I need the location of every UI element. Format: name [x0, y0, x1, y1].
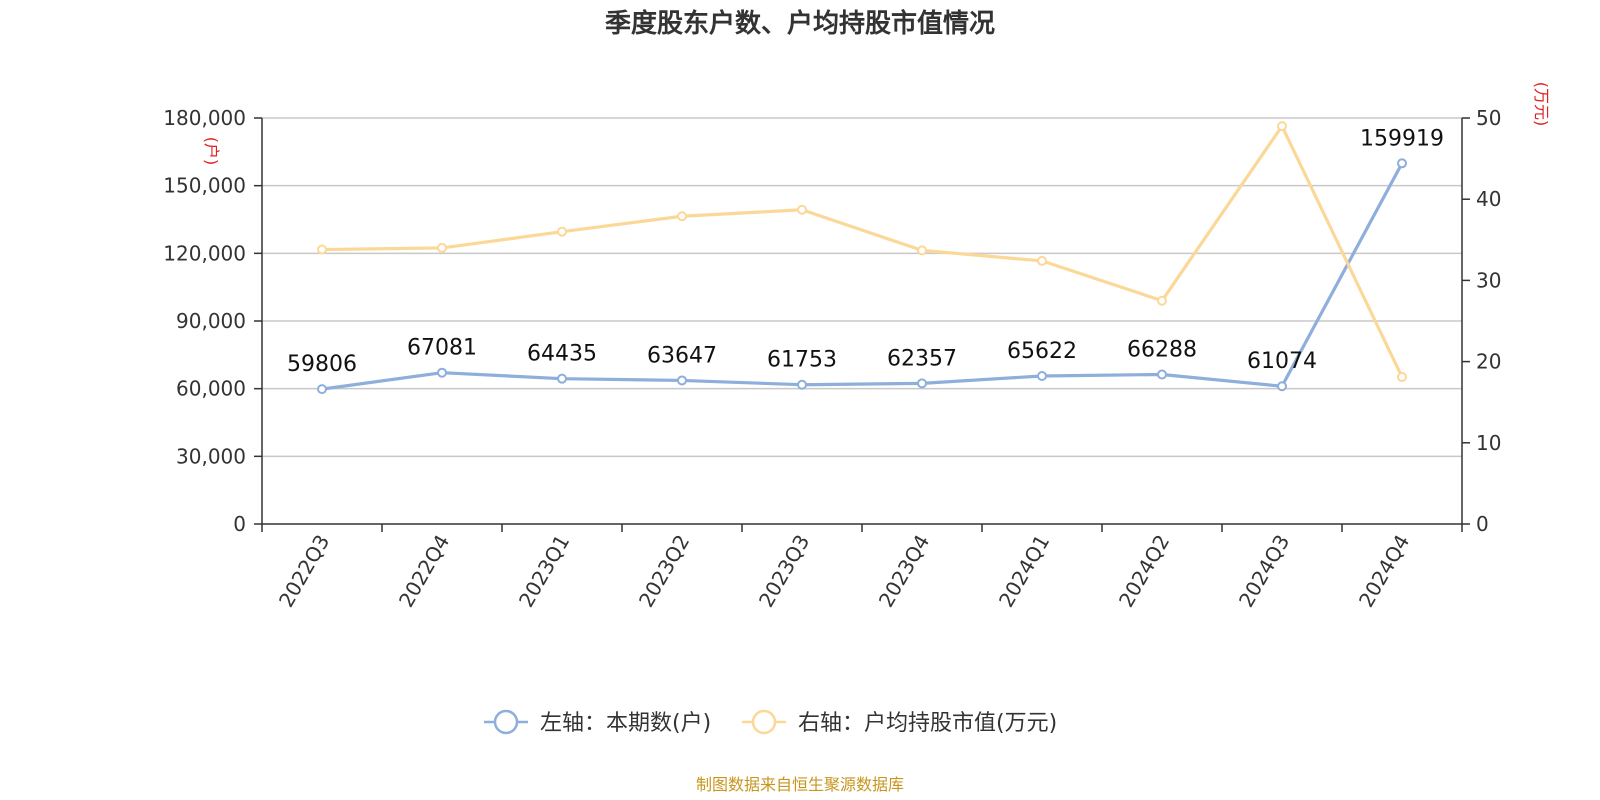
series-2-point	[317, 244, 327, 255]
x-axis-tick-label: 2024Q4	[1354, 531, 1414, 612]
left-axis-tick-label: 0	[233, 512, 246, 536]
data-label: 67081	[407, 336, 477, 361]
series-1-point	[557, 373, 567, 384]
chart-title: 季度股东户数、户均持股市值情况	[605, 8, 995, 39]
right-axis-tick-label: 40	[1476, 187, 1501, 211]
series-2-point	[917, 245, 927, 256]
series-1-point	[1037, 370, 1047, 381]
data-label: 59806	[287, 352, 357, 377]
gridlines	[262, 117, 1462, 458]
x-axis-tick-label: 2023Q4	[874, 531, 934, 612]
left-axis-unit: (户)	[202, 137, 221, 166]
right-axis-tick-label: 50	[1476, 106, 1501, 130]
legend-label: 右轴：户均持股市值(万元)	[798, 711, 1057, 736]
legend[interactable]: 左轴：本期数(户) 右轴：户均持股市值(万元)	[484, 709, 1057, 736]
x-axis-tick-label: 2022Q3	[274, 531, 334, 612]
axes	[254, 117, 1470, 532]
series-1-point	[1157, 369, 1167, 380]
x-axis-tick-label: 2024Q3	[1234, 531, 1294, 612]
series-line-1	[321, 162, 1404, 391]
right-axis-tick-label: 20	[1476, 350, 1501, 374]
data-label: 64435	[527, 342, 597, 367]
data-label: 65622	[1007, 339, 1077, 364]
series-2-point	[557, 226, 567, 237]
series-1-point	[437, 367, 447, 378]
x-axis-tick-label: 2023Q3	[754, 531, 814, 612]
left-axis-tick-label: 180,000	[163, 106, 246, 130]
x-axis-tick-label: 2022Q4	[394, 531, 454, 612]
left-axis-tick-label: 150,000	[163, 174, 246, 198]
series-1-point	[917, 378, 927, 389]
series-2-point	[437, 242, 447, 253]
series-1-point	[677, 375, 687, 386]
series-2-point	[1277, 121, 1287, 132]
legend-marker	[751, 709, 777, 735]
series-1-point	[317, 384, 327, 395]
left-axis-tick-label: 30,000	[176, 444, 246, 468]
series-1-point	[1397, 158, 1407, 169]
data-labels: 59806 67081 64435 63647 61753 62357 65622 66288…	[287, 126, 1444, 377]
source-note: 制图数据来自恒生聚源数据库	[696, 775, 904, 794]
right-axis-tick-label: 0	[1476, 512, 1489, 536]
x-axis-tick-label: 2024Q1	[994, 531, 1054, 612]
right-axis-unit: (万元)	[1532, 82, 1551, 127]
data-label: 62357	[887, 346, 957, 371]
data-label: 61074	[1247, 349, 1317, 374]
series-2-point	[797, 204, 807, 215]
x-axis-tick-label: 2023Q2	[634, 531, 694, 612]
axis-ticks: 0 30,000 60,000 90,000 120,000 150,000 180,000…	[163, 82, 1551, 611]
series-layer	[317, 121, 1407, 395]
data-label: 61753	[767, 348, 837, 373]
right-axis-tick-label: 30	[1476, 268, 1501, 292]
left-axis-tick-label: 120,000	[163, 241, 246, 265]
series-2-point	[677, 211, 687, 222]
series-2-point	[1037, 255, 1047, 266]
series-2-point	[1397, 372, 1407, 383]
legend-marker	[493, 709, 519, 735]
series-1-point	[1277, 381, 1287, 392]
data-label: 63647	[647, 343, 717, 368]
data-label: 159919	[1360, 126, 1444, 151]
left-axis-tick-label: 60,000	[176, 377, 246, 401]
series-line-2	[321, 124, 1404, 378]
series-2-point	[1157, 295, 1167, 306]
x-axis-tick-label: 2024Q2	[1114, 531, 1174, 612]
data-label: 66288	[1127, 337, 1197, 362]
series-1-point	[797, 379, 807, 390]
left-axis-tick-label: 90,000	[176, 309, 246, 333]
x-axis-tick-label: 2023Q1	[514, 531, 574, 612]
legend-label: 左轴：本期数(户)	[540, 711, 711, 736]
right-axis-tick-label: 10	[1476, 431, 1501, 455]
